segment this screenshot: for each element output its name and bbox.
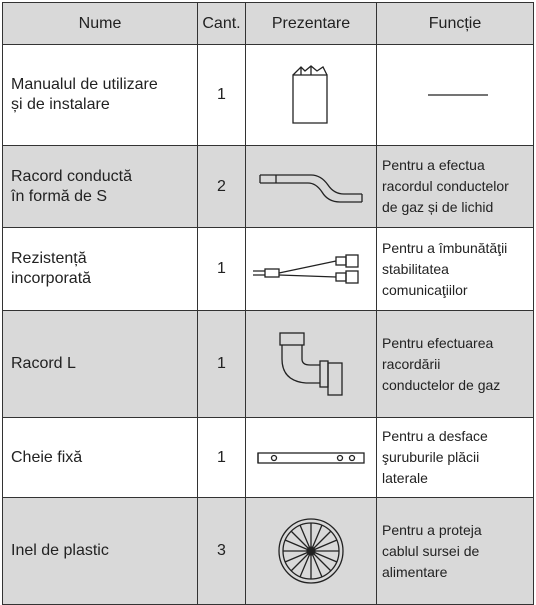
header-row: Nume Cant. Prezentare Funcție xyxy=(2,2,534,45)
elbow-icon xyxy=(279,332,343,396)
item-count: 1 xyxy=(197,44,246,146)
booklet-icon xyxy=(292,65,328,124)
item-picture xyxy=(245,227,377,311)
resistor-icon xyxy=(253,254,359,284)
item-picture xyxy=(245,497,377,605)
item-picture xyxy=(245,417,377,498)
wrench-icon xyxy=(257,451,365,464)
item-function: Pentru a efectua racordul conductelor de… xyxy=(376,145,534,228)
row: Manualul de utilizare și de instalare 1 xyxy=(2,44,534,146)
header-cell: Funcție xyxy=(376,2,534,45)
item-picture xyxy=(245,145,377,228)
row: Rezistență incorporată 1 Pentru a îmbună… xyxy=(2,227,534,311)
item-function: Pentru a desface şuruburile plăcii later… xyxy=(376,417,534,498)
item-count: 1 xyxy=(197,310,246,418)
item-count: 2 xyxy=(197,145,246,228)
item-picture xyxy=(245,310,377,418)
row: Inel de plastic 3 Pentru a proteja cablu… xyxy=(2,497,534,605)
ring-icon xyxy=(278,518,344,584)
item-name: Inel de plastic xyxy=(2,497,198,605)
row: Racord conductă în formă de S 2 Pentru a… xyxy=(2,145,534,228)
item-count: 1 xyxy=(197,417,246,498)
item-name: Rezistență incorporată xyxy=(2,227,198,311)
dash-line xyxy=(427,94,488,96)
row: Racord L 1 Pentru efectuarea racordării … xyxy=(2,310,534,418)
row: Cheie fixă 1 Pentru a desface şuruburile… xyxy=(2,417,534,498)
item-name: Manualul de utilizare și de instalare xyxy=(2,44,198,146)
item-function: Pentru efectuarea racordării conductelor… xyxy=(376,310,534,418)
item-count: 3 xyxy=(197,497,246,605)
item-name: Racord L xyxy=(2,310,198,418)
item-name: Cheie fixă xyxy=(2,417,198,498)
item-function: Pentru a proteja cablul sursei de alimen… xyxy=(376,497,534,605)
item-picture xyxy=(245,44,377,146)
item-count: 1 xyxy=(197,227,246,311)
s-pipe-icon xyxy=(259,173,363,203)
header-cell: Nume xyxy=(2,2,198,45)
item-name: Racord conductă în formă de S xyxy=(2,145,198,228)
item-function xyxy=(376,44,534,146)
header-cell: Cant. xyxy=(197,2,246,45)
header-cell: Prezentare xyxy=(245,2,377,45)
item-function: Pentru a îmbunătăţii stabilitatea comuni… xyxy=(376,227,534,311)
